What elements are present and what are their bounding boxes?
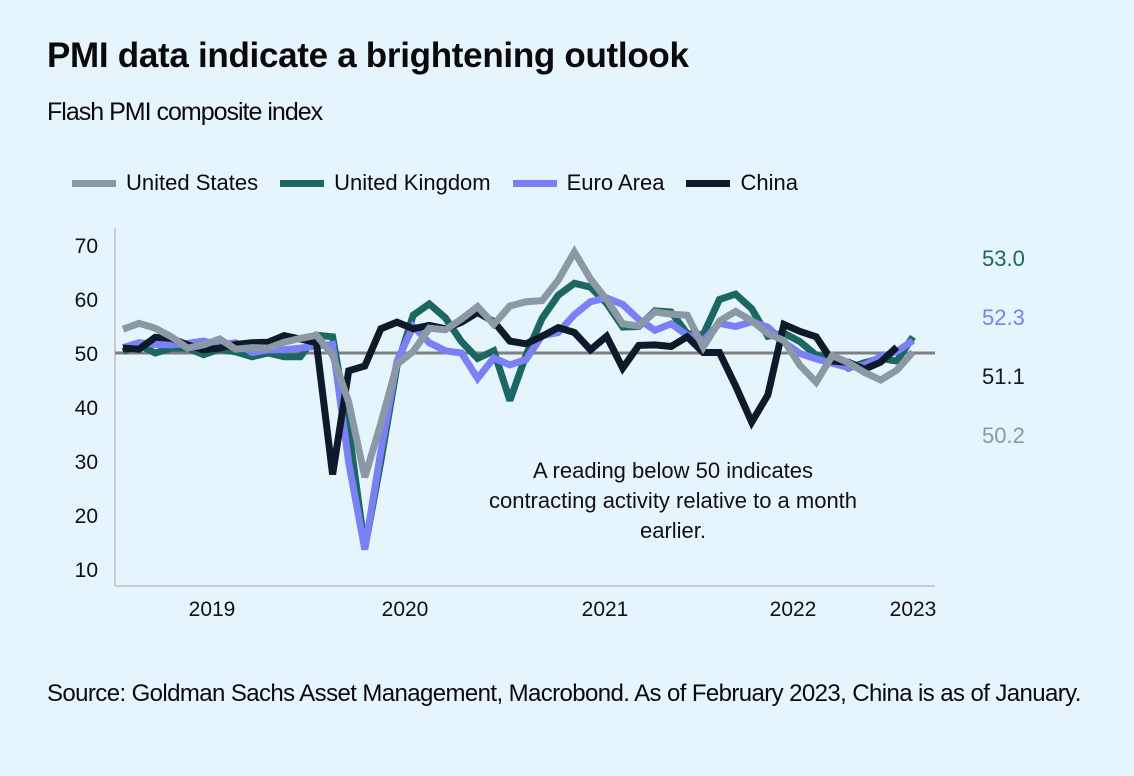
annotation-text: contracting activity relative to a month: [489, 488, 857, 513]
annotation-text: earlier.: [640, 518, 706, 543]
y-tick-label: 50: [75, 343, 98, 366]
legend-label: Euro Area: [566, 170, 665, 195]
series-line-china: [122, 308, 900, 476]
y-tick-label: 10: [75, 559, 98, 582]
chart-title: PMI data indicate a brightening outlook: [47, 36, 689, 75]
end-value-label: 50.2: [982, 423, 1025, 448]
y-tick-label: 20: [75, 505, 98, 528]
x-tick-label: 2021: [582, 598, 629, 621]
y-tick-label: 70: [75, 235, 98, 258]
legend: United States United Kingdom Euro Area C…: [72, 170, 820, 196]
x-tick-label: 2019: [189, 598, 236, 621]
legend-item-united-kingdom: United Kingdom: [280, 170, 491, 196]
legend-label: United Kingdom: [334, 170, 491, 195]
legend-swatch: [512, 179, 557, 187]
x-tick-label: 2020: [382, 598, 429, 621]
y-tick-label: 60: [75, 289, 98, 312]
legend-item-united-states: United States: [72, 170, 258, 196]
x-tick-label: 2023: [890, 598, 937, 621]
end-value-label: 52.3: [982, 305, 1025, 330]
legend-swatch: [280, 179, 325, 187]
end-value-label: 51.1: [982, 364, 1025, 389]
y-tick-label: 40: [75, 397, 98, 420]
legend-item-china: China: [686, 170, 798, 196]
chart-subtitle: Flash PMI composite index: [47, 98, 323, 126]
source-note: Source: Goldman Sachs Asset Management, …: [47, 680, 1081, 707]
x-tick-label: 2022: [770, 598, 817, 621]
annotation-text: A reading below 50 indicates: [533, 458, 813, 483]
y-tick-label: 30: [75, 451, 98, 474]
legend-item-euro-area: Euro Area: [512, 170, 665, 196]
series-line-united-states: [121, 245, 916, 479]
legend-label: China: [740, 170, 798, 195]
legend-swatch: [686, 179, 731, 187]
legend-swatch: [72, 179, 116, 187]
legend-label: United States: [126, 170, 259, 195]
end-value-label: 53.0: [982, 246, 1025, 271]
